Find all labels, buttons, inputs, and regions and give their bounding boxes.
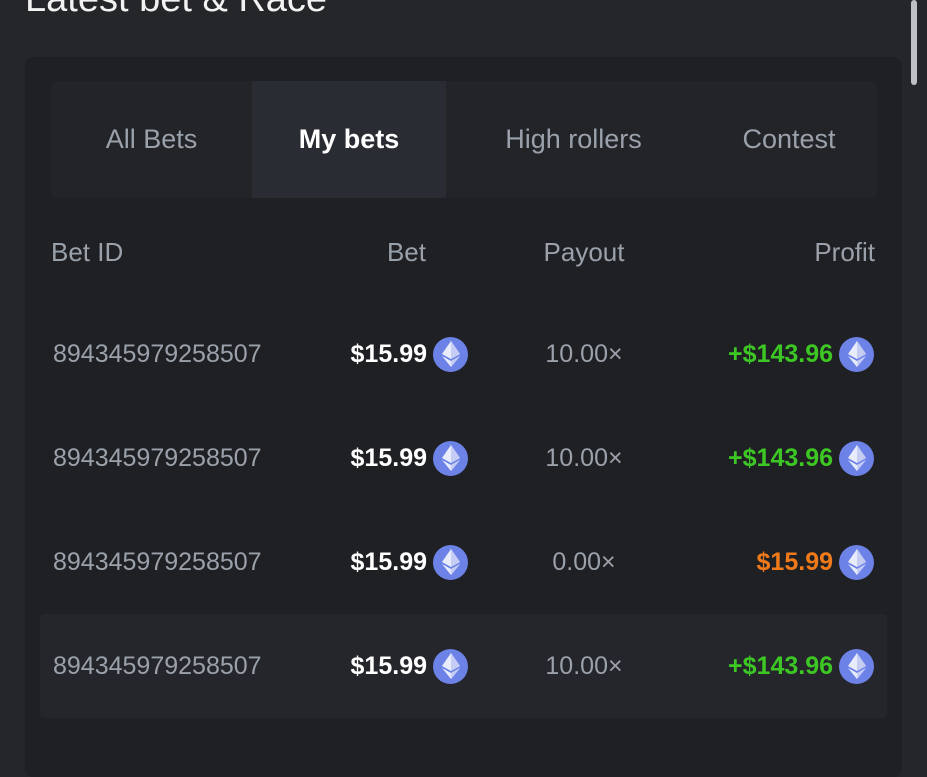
bet-id: 894345979258507 <box>53 443 262 472</box>
profit-value: +$143.96 <box>728 651 833 680</box>
table-row[interactable]: 894345979258507 $15.99 10.00× +$143.96 <box>40 302 887 406</box>
tab-contest[interactable]: Contest <box>742 124 836 154</box>
header-bet-id: Bet ID <box>51 237 124 267</box>
page-title: Latest bet & Race <box>25 0 327 21</box>
ethereum-icon <box>839 544 874 580</box>
table-row[interactable]: 894345979258507 $15.99 10.00× +$143.96 <box>40 614 887 718</box>
payout: 10.00× <box>545 443 623 472</box>
payout: 10.00× <box>545 651 623 680</box>
header-payout: Payout <box>543 237 625 267</box>
bet-value: $15.99 <box>350 443 427 472</box>
profit-value: $15.99 <box>756 547 833 576</box>
ethereum-icon <box>433 648 468 684</box>
profit-value: +$143.96 <box>728 339 833 368</box>
bet-value: $15.99 <box>350 547 427 576</box>
bet-amount: $15.99 <box>351 302 468 406</box>
tab-high-rollers[interactable]: High rollers <box>505 124 642 154</box>
bet-value: $15.99 <box>350 651 427 680</box>
profit-value: +$143.96 <box>728 443 833 472</box>
bets-tabs: All Bets My bets High rollers Contest <box>51 81 877 198</box>
scrollbar[interactable] <box>911 0 917 85</box>
ethereum-icon <box>839 336 874 372</box>
payout: 0.00× <box>552 547 616 576</box>
ethereum-icon <box>839 648 874 684</box>
profit: +$143.96 <box>728 302 874 406</box>
table-row[interactable]: 894345979258507 $15.99 10.00× +$143.96 <box>40 406 887 510</box>
table-row[interactable]: 894345979258507 $15.99 0.00× $15.99 <box>40 510 887 614</box>
bet-amount: $15.99 <box>351 510 468 614</box>
tab-all-bets[interactable]: All Bets <box>105 124 198 154</box>
header-profit: Profit <box>814 237 875 267</box>
payout: 10.00× <box>545 339 623 368</box>
ethereum-icon <box>433 440 468 476</box>
tab-my-bets[interactable]: My bets <box>252 81 446 198</box>
bet-id: 894345979258507 <box>53 339 262 368</box>
ethereum-icon <box>433 544 468 580</box>
ethereum-icon <box>839 440 874 476</box>
ethereum-icon <box>433 336 468 372</box>
bet-value: $15.99 <box>350 339 427 368</box>
bet-amount: $15.99 <box>351 406 468 510</box>
bet-id: 894345979258507 <box>53 651 262 680</box>
header-bet: Bet <box>386 237 426 267</box>
bet-id: 894345979258507 <box>53 547 262 576</box>
bet-amount: $15.99 <box>351 614 468 718</box>
profit: $15.99 <box>757 510 874 614</box>
profit: +$143.96 <box>728 614 874 718</box>
profit: +$143.96 <box>728 406 874 510</box>
